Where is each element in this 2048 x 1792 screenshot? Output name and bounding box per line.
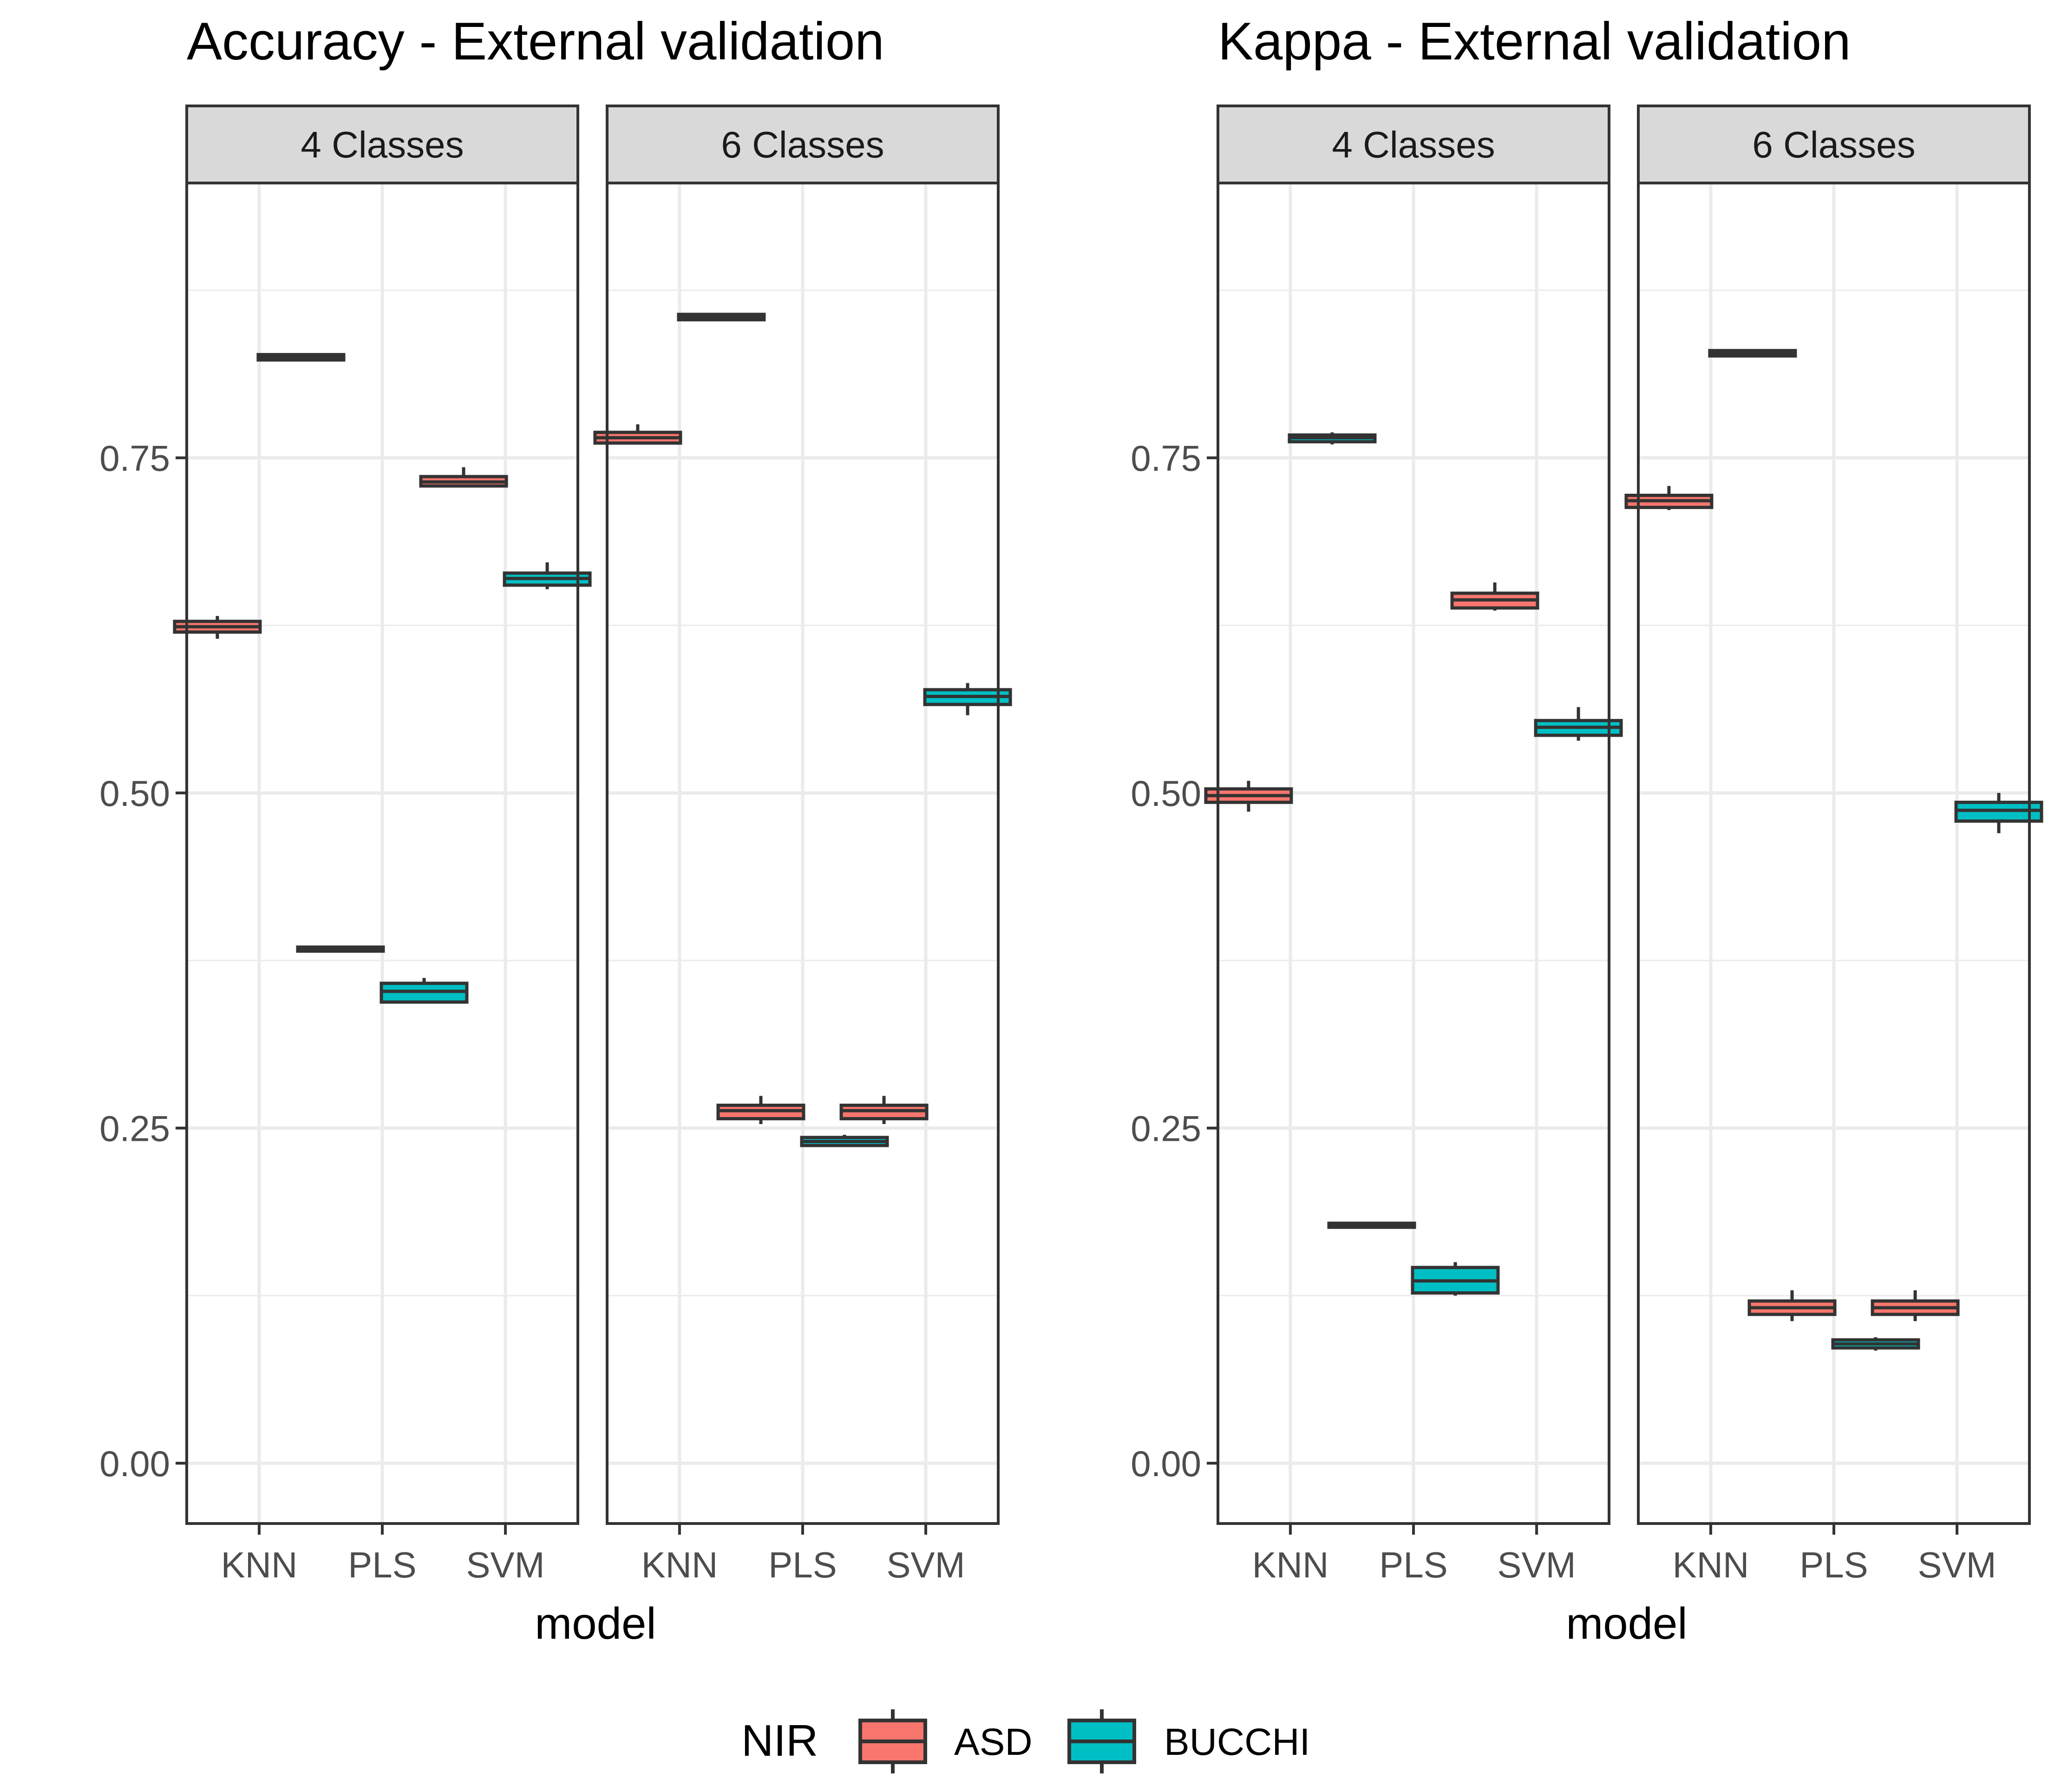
box-pls-bucchi	[1411, 1262, 1500, 1296]
kappa-facet-4-classes: 4 Classes KNN PLS SVM	[1204, 105, 1623, 1585]
box-pls-bucchi	[380, 978, 469, 1004]
kappa-facet-6-classes: 6 Classes KNN PLS SVM	[1624, 105, 2043, 1585]
box-svm-asd	[419, 467, 508, 488]
box-pls-bucchi	[1831, 1337, 1920, 1351]
x-tick-label: SVM	[1918, 1544, 1996, 1585]
facet-strip	[185, 105, 579, 184]
x-tick-label: SVM	[887, 1544, 965, 1585]
box-knn-asd	[173, 616, 262, 639]
kappa-y-tick-label: 0.00	[1131, 1443, 1201, 1484]
facet-strip	[1217, 105, 1610, 184]
accuracy-plot-title: Accuracy - External validation	[187, 12, 884, 71]
x-tick-label: PLS	[1799, 1544, 1868, 1585]
box-knn-asd	[1204, 781, 1293, 812]
legend-key-bucchi	[1067, 1709, 1136, 1773]
x-tick-label: SVM	[1498, 1544, 1576, 1585]
box-pls-asd	[296, 945, 385, 953]
accuracy-y-tick-label: 0.75	[99, 438, 170, 479]
box-knn-bucchi	[1288, 432, 1377, 445]
x-tick-label: KNN	[1673, 1544, 1749, 1585]
box-svm-asd	[1871, 1290, 1960, 1321]
x-tick-label: KNN	[221, 1544, 298, 1585]
accuracy-y-tick-label: 0.50	[99, 773, 170, 814]
kappa-y-tick-label: 0.75	[1131, 438, 1201, 479]
x-tick-label: PLS	[768, 1544, 837, 1585]
x-tick-label: PLS	[348, 1544, 416, 1585]
accuracy-facet-6-classes: 6 Classes KNN PLS SVM	[593, 105, 1012, 1585]
box-knn-asd	[593, 424, 682, 445]
accuracy-facet-4-classes: 4 Classes KNN PLS SVM	[173, 105, 592, 1585]
accuracy-x-axis-title: model	[535, 1599, 656, 1648]
kappa-y-tick-label: 0.25	[1131, 1108, 1201, 1149]
facet-strip-label: 6 Classes	[1752, 124, 1915, 165]
kappa-x-axis-title: model	[1566, 1599, 1687, 1648]
legend: NIR ASD BUCCHI	[741, 1709, 1310, 1773]
facet-strip	[1637, 105, 2031, 184]
box-svm-bucchi	[1954, 793, 2043, 833]
facet-strip-label: 6 Classes	[721, 124, 884, 165]
facet-strip-label: 4 Classes	[1332, 124, 1495, 165]
box-svm-bucchi	[923, 683, 1012, 715]
accuracy-y-tick-label: 0.25	[99, 1108, 170, 1149]
box-pls-asd	[716, 1096, 805, 1124]
x-tick-label: PLS	[1379, 1544, 1447, 1585]
legend-title: NIR	[741, 1716, 818, 1766]
box-svm-bucchi	[1534, 707, 1623, 741]
box-svm-bucchi	[503, 562, 592, 589]
accuracy-y-tick-label: 0.00	[99, 1443, 170, 1484]
box-knn-bucchi	[677, 313, 766, 321]
box-svm-asd	[839, 1096, 929, 1124]
x-tick-label: KNN	[1252, 1544, 1329, 1585]
x-tick-label: SVM	[466, 1544, 545, 1585]
box-pls-bucchi	[800, 1135, 889, 1147]
box-knn-bucchi	[256, 353, 346, 362]
box-knn-bucchi	[1708, 349, 1797, 358]
x-tick-label: KNN	[641, 1544, 718, 1585]
kappa-plot-title: Kappa - External validation	[1218, 12, 1851, 71]
box-pls-asd	[1747, 1290, 1837, 1321]
facet-strip-label: 4 Classes	[301, 124, 464, 165]
kappa-y-tick-label: 0.50	[1131, 773, 1201, 814]
box-svm-asd	[1450, 582, 1539, 611]
legend-label-asd: ASD	[954, 1721, 1033, 1763]
box-knn-asd	[1624, 486, 1714, 510]
legend-label-bucchi: BUCCHI	[1164, 1721, 1310, 1763]
facet-strip	[606, 105, 1000, 184]
legend-key-asd	[858, 1709, 927, 1773]
box-pls-asd	[1327, 1222, 1416, 1229]
